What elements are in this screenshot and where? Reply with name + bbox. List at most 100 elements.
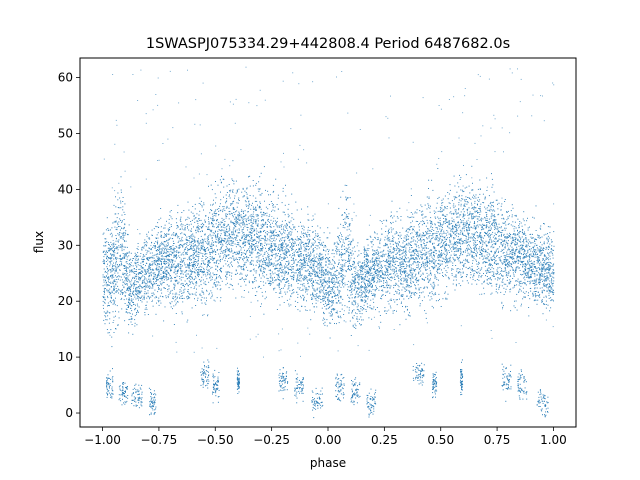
data-point	[129, 286, 131, 288]
data-point	[269, 247, 271, 248]
data-point	[431, 235, 433, 237]
data-point	[420, 287, 422, 289]
data-point	[505, 227, 507, 229]
data-point	[329, 291, 331, 293]
data-point	[529, 241, 531, 243]
data-point	[454, 258, 456, 260]
data-point	[296, 252, 298, 253]
data-point	[228, 249, 230, 251]
data-point	[123, 227, 125, 229]
data-point	[339, 311, 341, 312]
data-point	[472, 196, 473, 198]
data-point	[325, 290, 326, 291]
data-point	[157, 237, 159, 239]
data-point	[518, 226, 520, 228]
data-point	[313, 262, 315, 264]
data-point	[168, 256, 170, 257]
data-point	[392, 270, 394, 272]
data-point	[404, 272, 406, 274]
data-point	[353, 300, 354, 302]
data-point	[121, 227, 123, 229]
data-point	[120, 299, 122, 300]
data-point	[220, 252, 222, 254]
data-point	[170, 226, 172, 227]
data-point	[396, 275, 398, 277]
data-point	[378, 311, 380, 313]
data-point	[235, 297, 237, 299]
data-point	[417, 263, 419, 265]
data-point	[405, 247, 407, 249]
data-point	[193, 214, 195, 216]
data-point	[302, 285, 304, 287]
data-point	[512, 225, 514, 227]
data-point	[298, 269, 299, 271]
data-point	[109, 288, 111, 290]
data-point	[323, 246, 325, 248]
data-point	[197, 256, 199, 258]
data-point	[485, 257, 487, 259]
data-point	[179, 246, 181, 248]
data-point	[362, 278, 364, 279]
data-point	[161, 244, 163, 246]
data-point	[279, 256, 281, 257]
data-point	[448, 220, 450, 222]
data-point	[244, 236, 246, 238]
data-point	[368, 286, 370, 288]
data-point	[528, 267, 530, 269]
data-point	[366, 269, 368, 271]
data-point	[156, 260, 158, 261]
data-point	[525, 246, 526, 248]
data-point	[210, 258, 212, 260]
data-point	[477, 199, 479, 201]
data-point	[245, 220, 247, 222]
data-point	[138, 311, 139, 313]
data-point	[426, 261, 428, 263]
data-point	[196, 250, 197, 252]
data-point	[388, 263, 390, 265]
data-point	[234, 208, 236, 210]
data-point	[293, 253, 295, 255]
data-point	[240, 257, 242, 259]
data-point	[180, 224, 182, 226]
data-point	[357, 320, 359, 322]
data-point	[286, 252, 288, 254]
data-point	[510, 265, 512, 267]
data-point	[263, 245, 265, 246]
data-point	[501, 234, 502, 236]
data-point	[281, 279, 283, 281]
data-point	[271, 234, 273, 236]
data-point	[400, 282, 402, 284]
data-point	[429, 233, 431, 234]
data-point	[452, 248, 454, 250]
data-point	[375, 253, 377, 255]
data-point	[527, 217, 528, 219]
data-point	[339, 239, 340, 241]
data-point	[119, 255, 121, 257]
data-point	[435, 217, 437, 219]
data-point	[282, 272, 284, 274]
data-point	[119, 265, 121, 267]
data-point	[169, 253, 171, 255]
data-point	[476, 279, 478, 280]
data-point	[320, 244, 322, 246]
data-point	[189, 243, 191, 245]
data-point	[269, 225, 271, 227]
data-point	[149, 248, 151, 250]
data-point	[454, 205, 456, 207]
data-point	[124, 282, 126, 284]
data-point	[128, 286, 130, 288]
data-point	[488, 226, 490, 228]
data-point	[215, 278, 217, 280]
data-point	[198, 242, 200, 244]
data-point	[328, 281, 330, 283]
data-point	[406, 309, 408, 311]
data-point	[184, 243, 186, 245]
data-point	[457, 250, 459, 252]
data-point	[491, 260, 493, 261]
data-point	[476, 210, 478, 212]
data-point	[135, 270, 137, 272]
data-point	[158, 304, 160, 306]
data-point	[407, 238, 409, 240]
data-point	[123, 266, 125, 267]
data-point	[362, 286, 364, 288]
